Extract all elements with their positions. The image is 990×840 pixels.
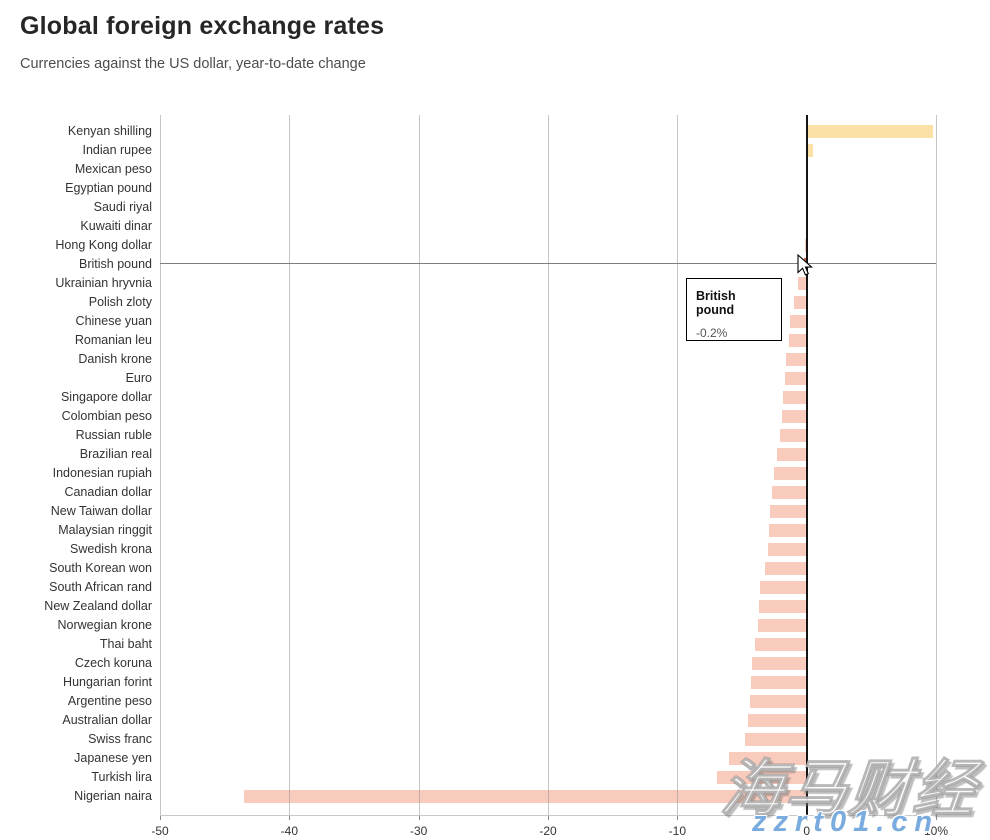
bar-south-korean-won[interactable] (765, 562, 807, 576)
y-axis-label: Norwegian krone (57, 618, 153, 633)
axis-tick (677, 815, 679, 820)
gridline (418, 115, 420, 815)
y-axis-label: Mexican peso (74, 161, 152, 176)
axis-tick (289, 815, 291, 820)
y-axis-label: Colombian peso (61, 408, 152, 423)
y-axis-label: Euro (125, 370, 152, 385)
bar-indonesian-rupiah[interactable] (774, 467, 807, 480)
y-axis-label: South African rand (49, 580, 152, 595)
bar-danish-krone[interactable] (785, 352, 807, 366)
x-tick-label: -40 (280, 824, 298, 838)
bar-colombian-peso[interactable] (782, 409, 807, 423)
axis-tick (548, 815, 549, 820)
gridline (677, 115, 679, 815)
bar-norwegian-krone[interactable] (757, 619, 807, 633)
y-axis-label: Hong Kong dollar (55, 237, 152, 252)
axis-tick (418, 815, 420, 820)
bar-swiss-franc[interactable] (744, 733, 807, 747)
bar-romanian-leu[interactable] (788, 333, 807, 347)
y-axis-label: Kuwaiti dinar (80, 218, 152, 233)
y-axis-label: Egyptian pound (65, 180, 152, 195)
bar-malaysian-ringgit[interactable] (769, 524, 807, 538)
y-axis-label: Malaysian ringgit (58, 523, 152, 538)
x-axis-line (160, 815, 936, 816)
bar-singapore-dollar[interactable] (783, 390, 807, 404)
bar-new-zealand-dollar[interactable] (758, 600, 807, 614)
bar-nigerian-naira[interactable] (244, 790, 807, 804)
bar-argentine-peso[interactable] (749, 695, 807, 709)
y-axis-label: Russian ruble (75, 427, 152, 442)
y-axis-label: Brazilian real (79, 446, 152, 461)
gridline (160, 115, 161, 815)
y-axis-label: Romanian leu (74, 332, 152, 347)
x-tick-label: -50 (151, 824, 169, 838)
y-axis-label: New Zealand dollar (44, 599, 152, 614)
tooltip-title: British pound (696, 289, 736, 317)
axis-tick (936, 815, 937, 820)
y-axis-label: Japanese yen (74, 751, 152, 766)
y-axis-label: British pound (79, 256, 152, 271)
x-tick-label: -30 (409, 824, 428, 838)
bar-swedish-krona[interactable] (767, 543, 807, 557)
gridline (936, 115, 937, 815)
x-tick-label: -20 (539, 824, 557, 838)
bar-japanese-yen[interactable] (729, 752, 807, 766)
y-axis-label: Saudi riyal (93, 199, 152, 214)
gridline (289, 115, 291, 815)
y-axis-label: Singapore dollar (60, 389, 152, 404)
bar-ukrainian-hryvnia[interactable] (797, 276, 807, 290)
x-tick-label: 0 (803, 824, 810, 838)
y-axis-label: South Korean won (49, 561, 152, 576)
bar-hungarian-forint[interactable] (751, 676, 807, 690)
y-axis-label: Danish krone (78, 351, 152, 366)
tooltip-value: -0.2% (696, 326, 728, 340)
bar-russian-ruble[interactable] (779, 428, 807, 442)
y-axis-label: Czech koruna (74, 656, 152, 671)
y-axis-label: Turkish lira (91, 770, 152, 785)
bar-brazilian-real[interactable] (776, 447, 807, 461)
page-title: Global foreign exchange rates (20, 12, 385, 40)
y-axis-label: Polish zloty (88, 294, 152, 309)
y-axis-label: Chinese yuan (75, 313, 152, 328)
bar-australian-dollar[interactable] (748, 714, 807, 728)
y-axis-label: Swiss franc (88, 732, 152, 747)
bar-south-african-rand[interactable] (760, 581, 807, 595)
y-axis-label: Nigerian naira (74, 789, 152, 804)
mouse-cursor-icon (797, 254, 814, 276)
y-axis-label: Indonesian rupiah (52, 466, 152, 480)
x-tick-label: 10% (923, 824, 949, 838)
bar-euro[interactable] (784, 371, 807, 385)
page-subtitle: Currencies against the US dollar, year-t… (20, 56, 366, 72)
y-axis-label: Canadian dollar (64, 485, 152, 500)
plot-area[interactable]: -50 -40 -30 -20 -10 0 10% (151, 115, 948, 838)
bar-czech-koruna[interactable] (752, 657, 807, 671)
axis-tick (160, 815, 161, 820)
bar-kenyan-shilling[interactable] (806, 124, 934, 138)
bar-chinese-yuan[interactable] (789, 314, 807, 328)
y-axis-labels: Kenyan shilling Indian rupee Mexican peso E… (0, 115, 152, 815)
y-axis-label: Kenyan shilling (67, 123, 152, 138)
zero-baseline (805, 115, 808, 821)
bar-turkish-lira[interactable] (717, 771, 807, 785)
y-axis-label: New Taiwan dollar (50, 504, 152, 519)
bar-polish-zloty[interactable] (793, 295, 807, 309)
x-tick-label: -10 (668, 824, 686, 838)
tooltip: British pound -0.2% (686, 278, 782, 341)
bar-indian-rupee[interactable] (806, 143, 814, 157)
y-axis-label: Swedish krona (70, 542, 152, 557)
y-axis-label: Thai baht (99, 637, 152, 652)
bar-new-taiwan-dollar[interactable] (770, 505, 807, 519)
y-axis-label: Ukrainian hryvnia (55, 275, 152, 290)
bar-thai-baht[interactable] (754, 638, 807, 652)
y-axis-label: Hungarian forint (63, 675, 152, 690)
gridline (548, 115, 549, 815)
y-axis-label: Australian dollar (62, 713, 152, 728)
y-axis-label: Argentine peso (67, 694, 152, 709)
hover-guideline (160, 263, 936, 265)
y-axis-label: Indian rupee (82, 142, 152, 157)
bar-canadian-dollar[interactable] (771, 486, 807, 500)
